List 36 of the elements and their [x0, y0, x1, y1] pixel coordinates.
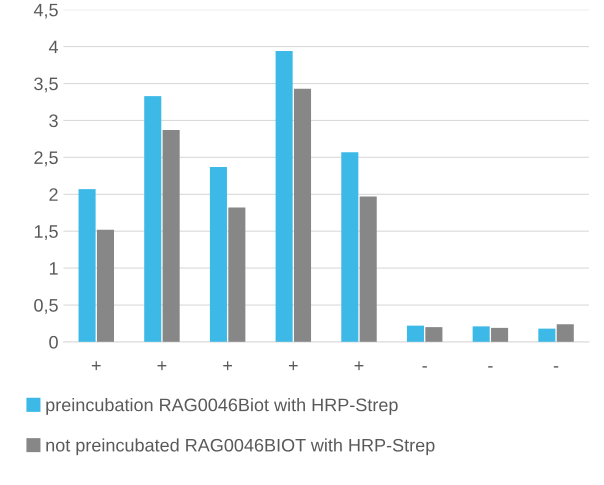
x-tick-label: +: [223, 361, 232, 370]
legend-label: not preincubated RAG0046BIOT with HRP-Strep: [46, 438, 434, 456]
y-tick-label: 3,5: [34, 77, 58, 92]
y-tick-label: 4,5: [34, 4, 58, 19]
bar: [228, 208, 246, 342]
bar: [491, 328, 508, 342]
bar: [406, 326, 424, 342]
bar: [472, 326, 490, 342]
x-tick-label: +: [354, 361, 364, 370]
y-tick-label: 0: [49, 336, 58, 349]
y-tick-label: 1,5: [34, 225, 58, 240]
y-tick-label: 2: [49, 188, 58, 201]
bar: [556, 324, 574, 342]
bar: [210, 166, 227, 342]
x-tick-label: +: [92, 361, 101, 370]
y-tick-label: 1: [50, 262, 58, 275]
y-tick-label: 2,5: [34, 151, 58, 166]
x-tick-label: +: [288, 361, 298, 370]
bar: [425, 327, 442, 342]
bar: [360, 196, 377, 342]
bar: [538, 328, 556, 342]
bar: [78, 189, 96, 342]
bar: [162, 130, 180, 342]
bar: [96, 230, 114, 342]
y-tick-label: 3: [49, 114, 58, 128]
x-tick-label: -: [422, 366, 427, 368]
bar: [144, 96, 162, 342]
bar: [294, 88, 312, 342]
bar: [341, 152, 358, 342]
y-tick-label: 4: [48, 40, 58, 54]
x-tick-label: +: [158, 361, 166, 370]
y-tick-label: 0,5: [34, 298, 58, 314]
bar: [276, 51, 293, 342]
legend-label: preincubation RAG0046Biot with HRP-Strep: [46, 398, 398, 415]
x-tick-label: -: [488, 366, 493, 368]
x-tick-label: -: [554, 366, 558, 368]
